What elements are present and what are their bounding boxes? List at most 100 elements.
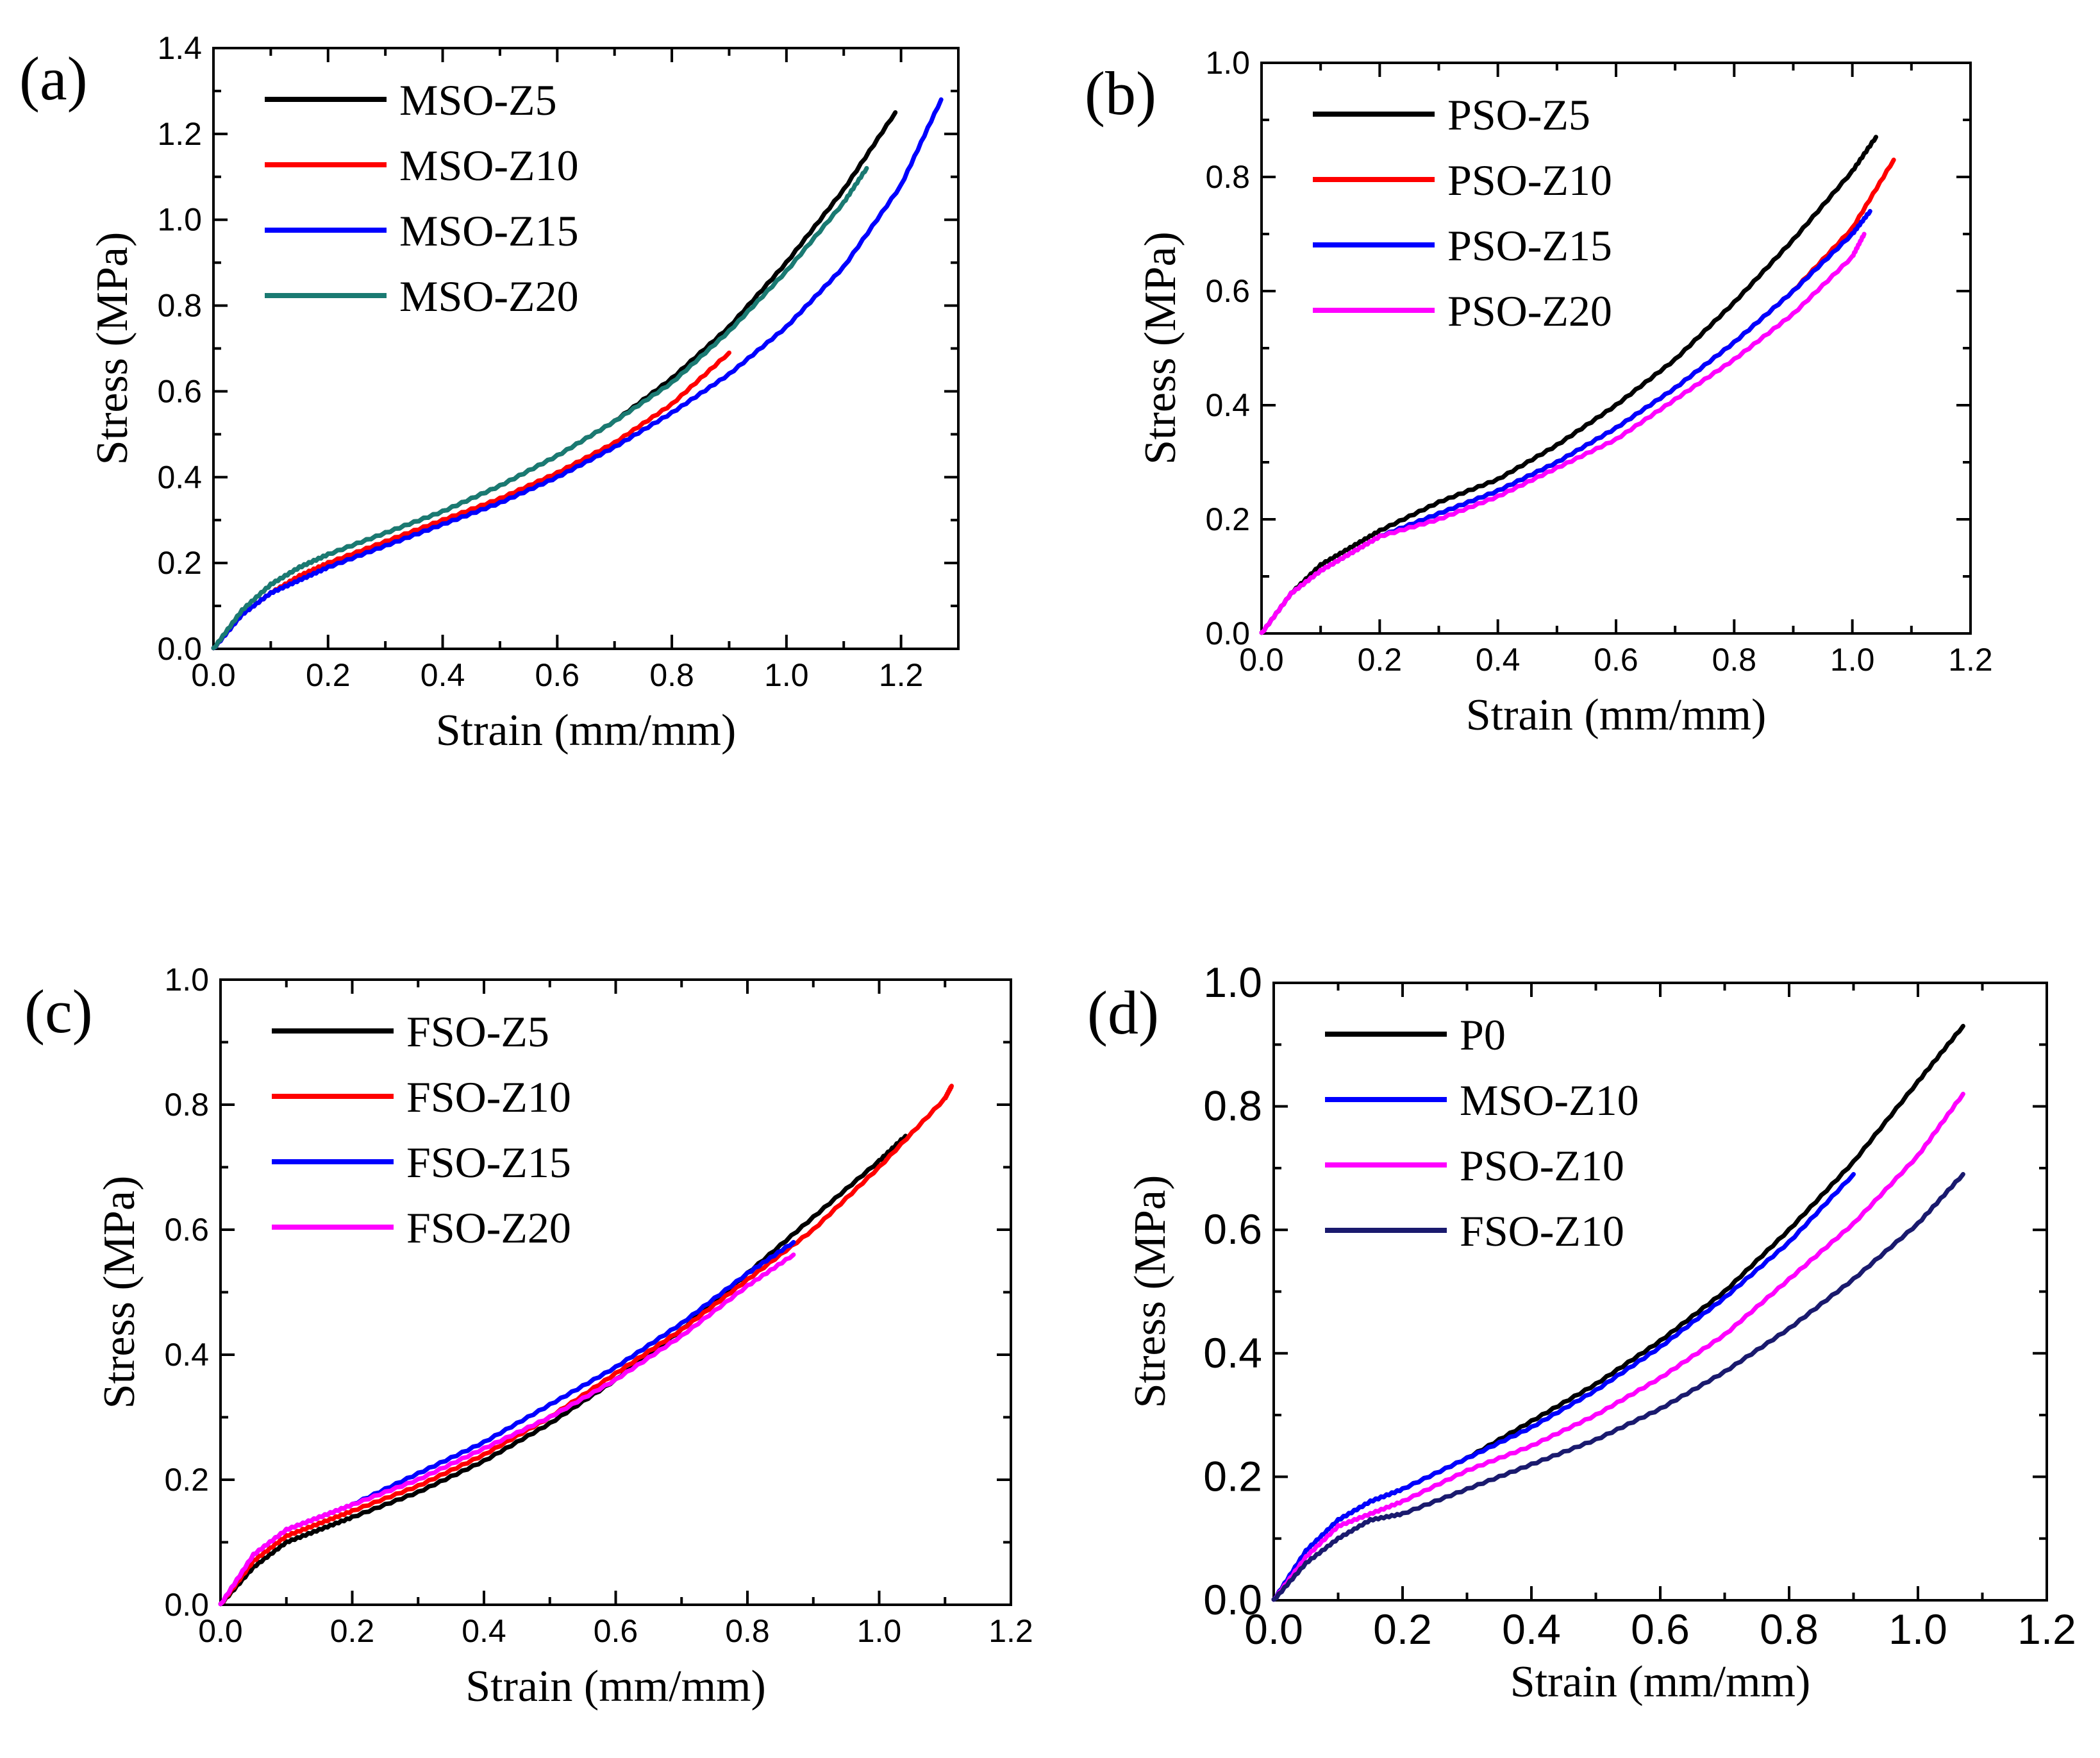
y-tick-label: 0.4 — [1203, 1329, 1262, 1377]
x-tick-label: 0.0 — [1239, 642, 1284, 678]
y-tick-label: 0.6 — [1205, 273, 1250, 309]
legend-label: PSO-Z10 — [1447, 156, 1612, 205]
series-line-pso-z15 — [1259, 208, 1872, 635]
x-tick-label: 1.2 — [2017, 1605, 2076, 1653]
legend-label: MSO-Z10 — [1460, 1076, 1639, 1125]
x-axis-title: Strain (mm/mm) — [1510, 1657, 1811, 1707]
y-tick-label: 1.0 — [1205, 45, 1250, 81]
legend-label: P0 — [1460, 1010, 1506, 1059]
panel-d: 0.0 0.2 0.4 0.6 0.8 1.0 1.2 0.0 0.2 0.4 0.6 0.8 1.0 S… — [1087, 959, 2076, 1707]
legend-label: FSO-Z10 — [1460, 1207, 1624, 1255]
y-tick-label: 0.2 — [1203, 1452, 1262, 1500]
x-tick-label: 0.4 — [1502, 1605, 1561, 1653]
x-tick-label: 1.0 — [1830, 642, 1875, 678]
x-tick-label: 1.2 — [988, 1613, 1033, 1649]
x-axis-title: Strain (mm/mm) — [465, 1662, 766, 1711]
y-tick-label: 0.0 — [1205, 615, 1250, 651]
panel-b: 0.0 0.2 0.4 0.6 0.8 1.0 1.2 0.0 0.2 0.4 0.6 0.8 1.0 S… — [1085, 45, 1993, 740]
y-axis-title: Stress (MPa) — [95, 1176, 144, 1409]
y-axis-title: Stress (MPa) — [1136, 231, 1185, 465]
y-tick-label: 0.0 — [164, 1587, 209, 1623]
y-tick-label: 1.0 — [164, 962, 209, 998]
x-tick-label: 1.0 — [764, 657, 809, 693]
legend: MSO-Z5 MSO-Z10 MSO-Z15 MSO-Z20 — [265, 76, 579, 321]
legend-label: MSO-Z15 — [399, 206, 579, 255]
x-tick-label: 0.8 — [1712, 642, 1757, 678]
x-tick-label: 1.0 — [857, 1613, 902, 1649]
x-tick-label: 0.6 — [1631, 1605, 1690, 1653]
y-tick-label: 0.6 — [1203, 1205, 1262, 1253]
plot-frame — [1260, 62, 1972, 635]
y-tick-label: 0.4 — [164, 1337, 209, 1373]
x-tick-label: 0.8 — [725, 1613, 770, 1649]
x-tick-label: 1.2 — [1948, 642, 1993, 678]
legend-label: PSO-Z10 — [1460, 1141, 1624, 1190]
x-tick-label: 0.6 — [535, 657, 580, 693]
series-line-pso-z10 — [1271, 1091, 1965, 1602]
plot-frame — [212, 47, 960, 650]
x-tick-label: 0.4 — [1476, 642, 1521, 678]
y-axis-title: Stress (MPa) — [88, 232, 137, 465]
x-tick-label: 0.0 — [198, 1613, 243, 1649]
y-tick-label: 0.8 — [1205, 159, 1250, 195]
series-line-pso-z5 — [1259, 135, 1878, 635]
y-tick-label: 0.8 — [157, 288, 202, 324]
x-axis-title: Strain (mm/mm) — [436, 706, 737, 755]
series-line-mso-z10 — [1271, 1172, 1856, 1602]
y-tick-label: 0.8 — [164, 1087, 209, 1123]
y-tick-label: 0.2 — [1205, 501, 1250, 537]
x-tick-label: 0.2 — [306, 657, 351, 693]
panel-label: (b) — [1085, 59, 1156, 128]
y-tick-label: 0.2 — [164, 1462, 209, 1498]
panel-a: 0.0 0.2 0.4 0.6 0.8 1.0 1.2 0.0 0.2 0.4 0.6 0.8 1.0 1… — [19, 30, 960, 755]
x-tick-label: 0.2 — [330, 1613, 375, 1649]
y-tick-label: 1.2 — [157, 116, 202, 152]
y-tick-label: 1.0 — [1203, 959, 1262, 1006]
x-tick-label: 0.8 — [649, 657, 694, 693]
x-tick-label: 0.0 — [191, 657, 236, 693]
y-tick-label: 1.0 — [157, 202, 202, 238]
series-line-fso-z15 — [218, 1240, 796, 1607]
legend-label: FSO-Z5 — [406, 1007, 549, 1056]
x-tick-label: 0.6 — [594, 1613, 638, 1649]
y-tick-label: 0.2 — [157, 545, 202, 581]
y-tick-label: 0.6 — [164, 1212, 209, 1248]
y-tick-label: 1.4 — [157, 30, 202, 66]
series-line-fso-z10 — [1271, 1172, 1965, 1602]
y-tick-label: 0.0 — [157, 631, 202, 667]
legend-label: MSO-Z10 — [399, 141, 579, 190]
legend-label: MSO-Z20 — [399, 272, 579, 321]
legend-label: PSO-Z5 — [1447, 90, 1590, 139]
y-tick-label: 0.0 — [1203, 1576, 1262, 1623]
series-line-mso-z15 — [211, 97, 944, 651]
x-tick-label: 0.2 — [1373, 1605, 1432, 1653]
legend-label: PSO-Z15 — [1447, 221, 1612, 270]
x-tick-label: 0.6 — [1594, 642, 1638, 678]
legend-label: FSO-Z15 — [406, 1138, 571, 1187]
series-line-fso-z20 — [218, 1252, 796, 1607]
x-tick-label: 0.0 — [1244, 1605, 1303, 1653]
panel-label: (c) — [24, 977, 93, 1046]
legend-label: FSO-Z10 — [406, 1073, 571, 1121]
panel-label: (d) — [1087, 978, 1159, 1047]
legend-label: MSO-Z5 — [399, 76, 557, 124]
x-tick-label: 0.4 — [421, 657, 465, 693]
y-axis-title: Stress (MPa) — [1126, 1175, 1175, 1409]
y-tick-label: 0.6 — [157, 373, 202, 409]
series-line-fso-z5 — [218, 1134, 908, 1607]
panel-label: (a) — [19, 44, 88, 113]
legend-label: FSO-Z20 — [406, 1203, 571, 1252]
legend-label: PSO-Z20 — [1447, 287, 1612, 335]
y-tick-label: 0.4 — [157, 459, 202, 495]
x-tick-label: 0.8 — [1760, 1605, 1819, 1653]
legend: P0 MSO-Z10 PSO-Z10 FSO-Z10 — [1325, 1010, 1639, 1255]
y-tick-label: 0.8 — [1203, 1082, 1262, 1130]
x-tick-label: 0.2 — [1358, 642, 1403, 678]
series-line-pso-z20 — [1259, 231, 1867, 635]
x-axis-title: Strain (mm/mm) — [1466, 691, 1767, 740]
x-tick-label: 1.2 — [879, 657, 924, 693]
legend: PSO-Z5 PSO-Z10 PSO-Z15 PSO-Z20 — [1313, 90, 1612, 335]
x-tick-label: 1.0 — [1888, 1605, 1947, 1653]
series-line-mso-z20 — [211, 165, 869, 651]
